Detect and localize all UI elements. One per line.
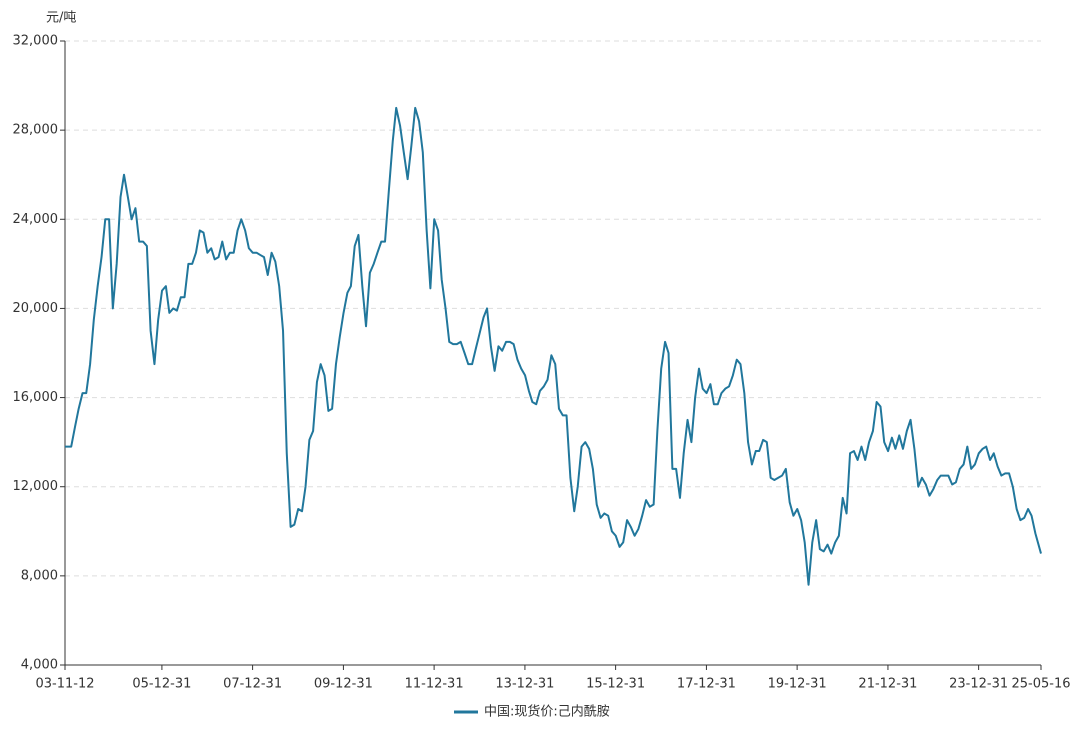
y-tick-label: 20,000: [13, 301, 59, 316]
x-tick-label: 21-12-31: [858, 677, 917, 692]
x-tick-label: 09-12-31: [314, 677, 373, 692]
y-tick-label: 32,000: [13, 34, 59, 49]
y-tick-label: 8,000: [21, 568, 58, 583]
legend-label: 中国:现货价:己内酰胺: [484, 704, 610, 720]
x-tick-label: 03-11-12: [35, 677, 94, 692]
series-line: [65, 106, 1042, 586]
y-axis-unit: 元/吨: [46, 11, 76, 26]
y-tick-label: 4,000: [21, 658, 58, 673]
x-tick-label: 11-12-31: [405, 677, 464, 692]
x-tick-label: 13-12-31: [495, 677, 554, 692]
x-tick-label: 15-12-31: [586, 677, 645, 692]
y-tick-label: 12,000: [13, 479, 59, 494]
x-tick-label: 05-12-31: [132, 677, 191, 692]
y-tick-label: 28,000: [13, 123, 59, 138]
x-tick-label: 17-12-31: [677, 677, 736, 692]
y-tick-label: 16,000: [13, 390, 59, 405]
x-tick-label: 23-12-31: [949, 677, 1008, 692]
y-tick-label: 24,000: [13, 212, 59, 227]
x-tick-label: 19-12-31: [768, 677, 827, 692]
x-tick-label: 25-05-16: [1011, 677, 1070, 692]
x-tick-label: 07-12-31: [223, 677, 282, 692]
